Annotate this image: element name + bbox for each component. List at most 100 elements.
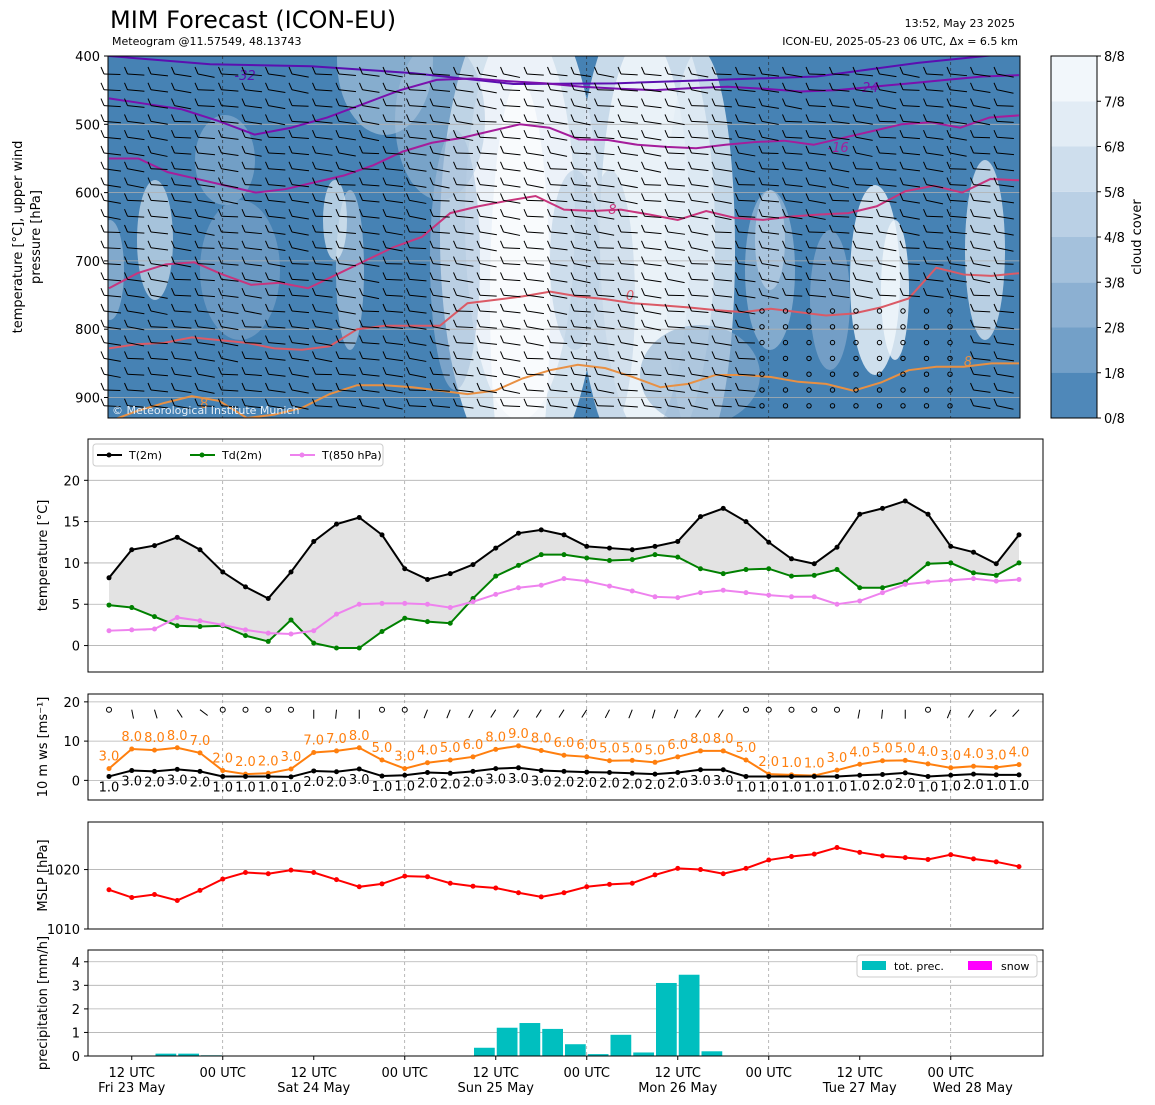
wind-barb-flag [547, 367, 551, 375]
calm-wind-marker [782, 371, 789, 377]
wind-barb [479, 405, 497, 410]
wind-barb-flag [406, 398, 410, 406]
mslp-point [834, 845, 840, 851]
wind-barb [902, 278, 920, 282]
td2m-point [834, 567, 840, 573]
surface-wind-barb [199, 709, 208, 716]
wind-barb [103, 120, 121, 124]
wind-barb [832, 215, 850, 218]
calm-wind-marker [759, 403, 765, 409]
wind-barb [221, 310, 239, 315]
wind-barb-flag [899, 114, 904, 122]
wind-barb [432, 373, 450, 376]
wind-barb-flag [218, 272, 222, 280]
wind-barb-flag [594, 382, 598, 391]
wind-barb [479, 247, 497, 252]
wind-barb-flag [946, 240, 951, 248]
wind-barb [620, 73, 638, 76]
wind-barb-flag [664, 367, 669, 375]
wind-barb-flag [429, 161, 434, 169]
wind-speed-label: 3.0 [508, 772, 529, 787]
wind-barb [855, 105, 874, 109]
mslp-point [334, 877, 339, 883]
wind-barb-flag [641, 335, 645, 343]
wind-barb [550, 247, 568, 251]
wind-barb [855, 294, 873, 299]
wind-barb [362, 89, 380, 93]
wind-barb-flag [547, 98, 551, 106]
wind-barb-flag [406, 335, 410, 343]
wind-barb-flag [453, 224, 457, 233]
cloud-patch [640, 325, 760, 418]
chart-title: MIM Forecast (ICON-EU) [110, 6, 397, 34]
wind-barb [902, 89, 920, 91]
gust-point [470, 754, 476, 760]
colorbar-label: cloud cover [1130, 199, 1145, 275]
wind-barb [197, 215, 215, 220]
wind-barb-flag [476, 82, 481, 90]
wind-barb [409, 294, 427, 298]
wind-barb [315, 89, 333, 92]
wind-barb-flag [970, 82, 974, 90]
wind-barb [362, 105, 380, 109]
calm-wind-marker [759, 339, 765, 346]
wind-barb [526, 89, 544, 92]
wind-barb [526, 326, 544, 331]
wind-barb [667, 152, 685, 155]
wind-barb-flag [171, 382, 175, 391]
wind-barb [644, 263, 662, 267]
wind-barb-flag [359, 319, 363, 327]
calm-wind-marker [782, 339, 789, 346]
wind-barb-flag [265, 82, 269, 90]
wind-barb-flag [758, 82, 763, 90]
wind-barb [103, 184, 121, 188]
wind-barb-flag [711, 367, 716, 375]
t2m-point [811, 561, 817, 567]
cloud-patch [755, 190, 785, 290]
wind-barb-flag [946, 114, 951, 122]
wind-barb-flag [429, 177, 434, 185]
wind-barb [127, 263, 145, 266]
wind-barb [785, 168, 803, 171]
wind-barb [503, 294, 521, 298]
wind-barb-flag [335, 335, 340, 343]
wind-barb-flag [641, 351, 645, 359]
wind-barb-flag [406, 224, 410, 233]
wind-barb-flag [124, 256, 128, 264]
wind-barb [479, 278, 497, 281]
wind-barb [761, 120, 779, 125]
wind-barb [832, 89, 850, 92]
wind-barb-flag [688, 288, 692, 296]
y-tick-label: 400 [75, 50, 100, 65]
wind-barb-flag [100, 319, 105, 327]
wind-barb [738, 357, 756, 360]
wind-barb [550, 105, 568, 109]
wind-barb [761, 152, 779, 155]
wind-barb-flag [265, 303, 269, 312]
calm-wind-marker [947, 355, 953, 362]
wind-barb-flag [171, 319, 175, 327]
wind-speed-point [925, 773, 931, 779]
wind-barb [221, 326, 239, 331]
wind-barb [996, 215, 1014, 220]
gust-label: 4.0 [1009, 746, 1030, 761]
wind-barb-flag [194, 82, 199, 90]
wind-barb [879, 136, 897, 139]
wind-barb [973, 247, 991, 252]
wind-barb [127, 389, 145, 392]
wind-barb [174, 263, 192, 268]
colorbar-segment [1051, 191, 1097, 237]
wind-barb [244, 310, 262, 315]
wind-barb [526, 263, 545, 266]
wind-barb [385, 215, 403, 220]
wind-barb-flag [970, 224, 974, 233]
wind-barb [620, 389, 638, 392]
wind-barb-flag [453, 82, 457, 90]
wind-barb-flag [829, 256, 833, 264]
wind-barb [150, 120, 168, 125]
wind-barb-flag [100, 303, 105, 312]
wind-speed-point [470, 768, 476, 774]
wind-barb-flag [312, 82, 316, 90]
wind-barb-flag [852, 177, 857, 185]
gust-point [334, 748, 339, 754]
